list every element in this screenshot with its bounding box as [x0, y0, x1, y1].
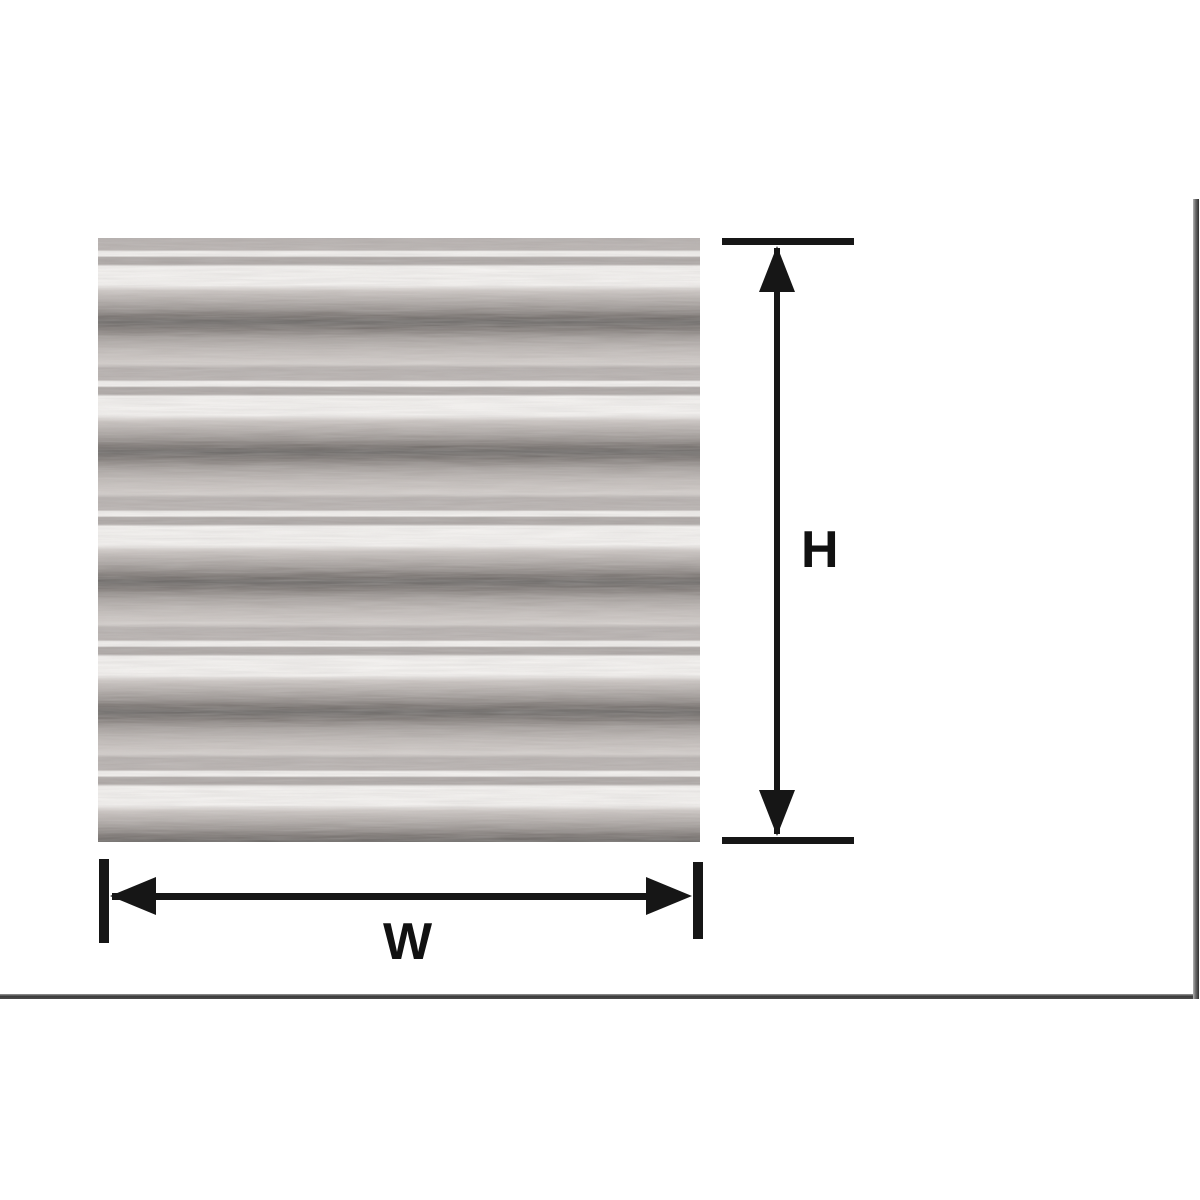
- w-dimension-line: [112, 893, 650, 900]
- arrow-up-icon: [759, 246, 795, 292]
- page-border-right: [1193, 199, 1199, 999]
- page-border-bottom: [0, 994, 1199, 999]
- w-extension-tick-right: [693, 862, 703, 939]
- w-extension-tick-left: [99, 859, 109, 943]
- h-dimension-line: [774, 248, 780, 834]
- height-label: H: [801, 521, 839, 579]
- h-extension-tick-bottom: [722, 837, 854, 844]
- corrugation-texture: [98, 238, 700, 842]
- h-extension-tick-top: [722, 238, 854, 245]
- arrow-down-icon: [759, 790, 795, 836]
- width-label: W: [383, 913, 433, 971]
- arrow-right-icon: [646, 877, 692, 915]
- arrow-left-icon: [110, 877, 156, 915]
- corrugated-sheet-image: [98, 238, 700, 842]
